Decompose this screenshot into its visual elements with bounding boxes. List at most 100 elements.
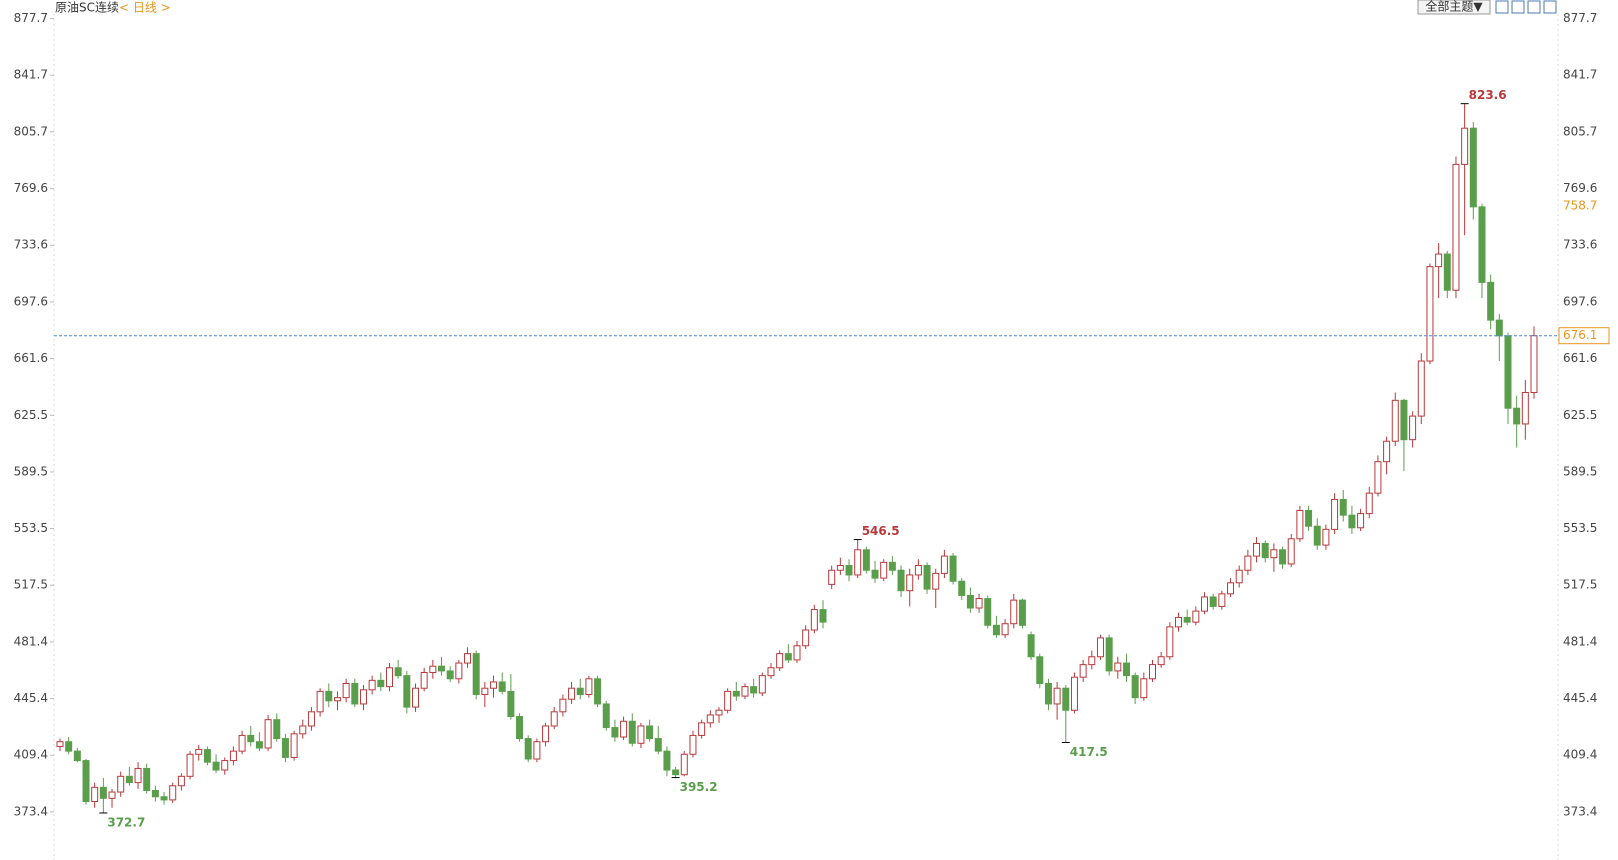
- y2-tick-label: 589.5: [1563, 464, 1597, 478]
- candle-body: [975, 598, 983, 609]
- candle-body: [1530, 335, 1538, 393]
- candle-body: [784, 653, 792, 661]
- extreme-label: 417.5: [1070, 745, 1108, 759]
- y-tick-label: 877.7: [14, 11, 48, 25]
- candle-body: [923, 565, 931, 590]
- candle-body: [533, 741, 541, 760]
- candle-body: [914, 565, 922, 576]
- y-tick-label: 841.7: [14, 68, 48, 82]
- candle-body: [446, 670, 454, 680]
- y-tick-label: 697.6: [14, 294, 48, 308]
- y2-tick-label: 697.6: [1563, 294, 1597, 308]
- candle-body: [1469, 127, 1477, 208]
- icon[interactable]: [1543, 0, 1557, 14]
- candle-body: [741, 686, 749, 697]
- candle-body: [238, 734, 246, 752]
- y-tick-label: 769.6: [14, 181, 48, 195]
- candle-body: [221, 760, 229, 771]
- candle-body: [1495, 319, 1503, 337]
- candle-body: [195, 749, 203, 755]
- candle-body: [550, 711, 558, 727]
- candle-body: [1339, 498, 1347, 516]
- candle-body: [1513, 407, 1521, 425]
- candle-body: [65, 741, 73, 752]
- candle-body: [1426, 266, 1434, 362]
- candle-body: [654, 738, 662, 752]
- candle-body: [1296, 509, 1304, 540]
- candle-body: [542, 725, 550, 743]
- candle-body: [1270, 549, 1278, 559]
- candle-body: [1287, 538, 1295, 565]
- candle-body: [568, 687, 576, 700]
- candle-body: [151, 789, 159, 798]
- last-price-box: [1558, 327, 1610, 345]
- y2-tick-label: 661.6: [1563, 351, 1597, 365]
- candle-body: [203, 749, 211, 763]
- candle-body: [576, 687, 584, 696]
- candle-body: [880, 561, 888, 579]
- candle-body: [1487, 281, 1495, 321]
- candle-body: [299, 725, 307, 735]
- candle-body: [689, 734, 697, 755]
- y2-tick-label: 517.5: [1563, 578, 1597, 592]
- candle-body: [1391, 399, 1399, 442]
- theme-button[interactable]: 全部主题▼: [1425, 0, 1483, 14]
- y2-tick-label: 553.5: [1563, 521, 1597, 535]
- cursor-price-label: 758.7: [1563, 198, 1597, 212]
- candle-body: [871, 569, 879, 579]
- candle-body: [1157, 656, 1165, 666]
- candle-body: [620, 720, 628, 738]
- candle-body: [1374, 461, 1382, 494]
- y2-tick-label: 733.6: [1563, 238, 1597, 252]
- candle-body: [490, 681, 498, 689]
- candle-body: [1435, 253, 1443, 268]
- theme-button-box[interactable]: [1417, 0, 1491, 15]
- candle-body: [1305, 509, 1313, 527]
- candle-body: [333, 697, 341, 702]
- candle-body: [810, 609, 818, 631]
- candle-body: [186, 753, 194, 777]
- candle-body: [1062, 687, 1070, 711]
- candle-body: [438, 665, 446, 672]
- y2-tick-label: 625.5: [1563, 408, 1597, 422]
- candle-body: [420, 671, 428, 689]
- y-tick-label: 805.7: [14, 124, 48, 138]
- icon[interactable]: [1495, 0, 1509, 14]
- candle-body: [255, 741, 263, 749]
- candle-body: [143, 767, 151, 791]
- candle-body: [56, 741, 64, 747]
- y2-tick-label: 841.7: [1563, 68, 1597, 82]
- toolbar-icons[interactable]: [1495, 0, 1557, 14]
- candle-body: [160, 796, 168, 801]
- candle-body: [1244, 555, 1252, 571]
- y-tick-label: 445.4: [14, 691, 48, 705]
- period-selector[interactable]: < 日线 >: [119, 1, 171, 15]
- y-tick-label: 409.4: [14, 748, 48, 762]
- y-tick-label: 733.6: [14, 238, 48, 252]
- candle-body: [1504, 335, 1512, 409]
- candle-body: [307, 711, 315, 727]
- candle-body: [212, 761, 220, 771]
- candle-body: [1010, 599, 1018, 625]
- candle-body: [1261, 542, 1269, 559]
- candle-body: [1348, 514, 1356, 529]
- candle-body: [1148, 664, 1156, 680]
- candle-body: [1053, 687, 1061, 705]
- icon[interactable]: [1527, 0, 1541, 14]
- candle-body: [1044, 683, 1052, 705]
- icon[interactable]: [1511, 0, 1525, 14]
- candle-body: [1088, 656, 1096, 666]
- candle-body: [1461, 127, 1469, 165]
- candle-body: [663, 750, 671, 771]
- chart-title: 原油SC连续: [55, 0, 119, 15]
- candle-body: [1409, 415, 1417, 441]
- y-tick-label: 661.6: [14, 351, 48, 365]
- candle-body: [1079, 664, 1087, 678]
- candle-body: [1331, 498, 1339, 530]
- candle-body: [177, 775, 185, 787]
- candle-body: [949, 555, 957, 582]
- extreme-label: 395.2: [680, 780, 718, 794]
- candle-body: [342, 683, 350, 699]
- y2-tick-label: 445.4: [1563, 691, 1597, 705]
